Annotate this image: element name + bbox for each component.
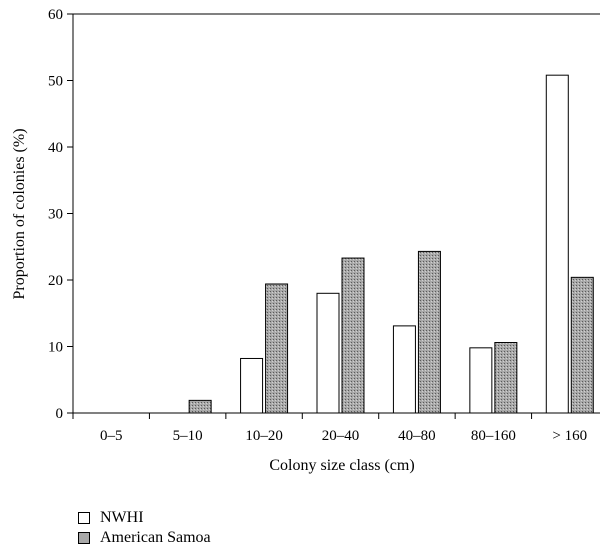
bar-chart: 0 10 20 30 40 50 60 0–5 5–10 10–20 20–40 40–80 80–16… <box>11 7 600 474</box>
legend-label-american-samoa: American Samoa <box>100 529 211 546</box>
y-tick-label-40: 40 <box>48 140 63 156</box>
legend-item-american-samoa: American Samoa <box>78 528 211 548</box>
plot-area: 0 10 20 30 40 50 60 0–5 5–10 10–20 20–40 40–80 80–16… <box>48 7 600 444</box>
legend: NWHI American Samoa <box>78 508 211 548</box>
bar-american-samoa-20-40 <box>341 257 365 414</box>
y-tick-label-30: 30 <box>48 207 63 223</box>
x-tick-label-10-20: 10–20 <box>245 428 283 444</box>
y-tick-label-50: 50 <box>48 74 63 90</box>
bar-nwhi-40-80 <box>392 325 416 414</box>
y-tick-label-20: 20 <box>48 273 63 289</box>
y-tick-label-10: 10 <box>48 340 63 356</box>
x-axis-title: Colony size class (cm) <box>269 457 414 474</box>
bar-nwhi-80-160 <box>469 347 493 414</box>
bar-american-samoa-10-20 <box>265 283 289 414</box>
bar-american-samoa-80-160 <box>494 342 518 414</box>
legend-label-nwhi: NWHI <box>100 509 144 526</box>
bar-american-samoa-40-80 <box>417 250 441 414</box>
x-tick-label-40-80: 40–80 <box>398 428 436 444</box>
bar-nwhi-160 <box>545 74 569 414</box>
bar-american-samoa-5-10 <box>188 399 212 414</box>
bar-nwhi-20-40 <box>316 292 340 414</box>
legend-swatch-nwhi <box>78 512 90 524</box>
y-tick-label-60: 60 <box>48 7 63 23</box>
y-axis-title: Proportion of colonies (%) <box>11 128 28 299</box>
bar-nwhi-10-20 <box>240 357 264 414</box>
x-tick-label-160: > 160 <box>552 428 587 444</box>
x-tick-label-20-40: 20–40 <box>322 428 360 444</box>
x-tick-label-80-160: 80–160 <box>471 428 516 444</box>
y-tick-label-0: 0 <box>56 406 64 422</box>
legend-item-nwhi: NWHI <box>78 508 211 528</box>
legend-swatch-american-samoa <box>78 532 90 544</box>
x-tick-label-0-5: 0–5 <box>100 428 123 444</box>
x-tick-label-5-10: 5–10 <box>173 428 203 444</box>
bar-american-samoa-160 <box>570 276 594 414</box>
